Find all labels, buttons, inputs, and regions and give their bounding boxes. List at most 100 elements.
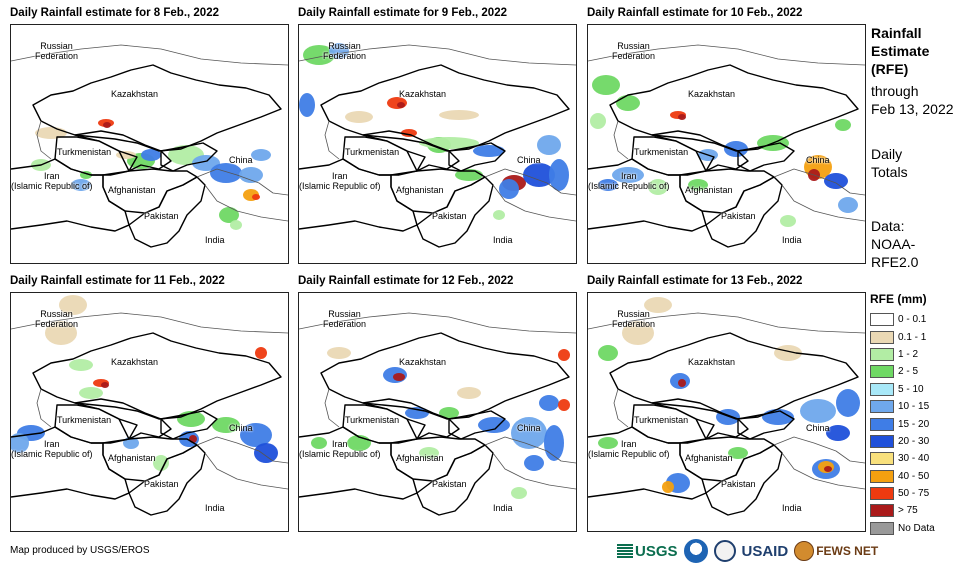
rainfall-map-svg [11, 295, 288, 516]
map-label-china: China [517, 423, 541, 433]
partner-logos: USGS USAID FEWS NET [617, 539, 878, 563]
rain-cell [678, 379, 686, 387]
map-label-turkmenistan: Turkmenistan [634, 147, 689, 157]
map-label-india: India [782, 503, 802, 513]
legend-swatch [870, 400, 894, 414]
map-label-turkmenistan: Turkmenistan [57, 147, 112, 157]
rain-cell [493, 210, 505, 220]
map-label-india: India [205, 235, 225, 245]
country-border [11, 44, 288, 66]
legend-label: 0 - 0.1 [898, 314, 927, 326]
country-border [484, 168, 576, 196]
map-label-russia: Russian Federation [323, 309, 367, 329]
map-label-china: China [229, 423, 253, 433]
usgs-logo-text: USGS [635, 542, 678, 560]
rainfall-map-panel: Russian Federation Kazakhstan Turkmenistan I… [10, 24, 289, 264]
rain-cell [457, 387, 481, 399]
rain-cell [644, 297, 672, 313]
legend-swatch [870, 365, 894, 379]
map-label-afghanistan: Afghanistan [396, 453, 444, 463]
country-border [128, 444, 206, 516]
rain-cell [393, 373, 405, 381]
legend-label: > 75 [898, 505, 918, 517]
legend-label: 1 - 2 [898, 348, 919, 360]
country-border [651, 398, 749, 440]
panel-title: Daily Rainfall estimate for 13 Feb., 202… [587, 275, 803, 287]
map-label-afghanistan: Afghanistan [108, 453, 156, 463]
rain-cell [230, 220, 242, 230]
rainfall-map-svg [11, 44, 288, 248]
map-label-india: India [493, 503, 513, 513]
rain-cell [69, 359, 93, 371]
rain-cell [251, 149, 271, 161]
legend-swatch [870, 434, 894, 448]
country-border [588, 158, 707, 232]
legend-swatch [870, 452, 894, 466]
rain-cell [836, 389, 860, 417]
country-border [11, 426, 130, 500]
rain-cell [153, 455, 169, 471]
legend: 0 - 0.1 0.1 - 1 1 - 2 2 - 5 5 - 10 10 - 15 15 … [870, 311, 935, 537]
legend-label: 50 - 75 [898, 488, 930, 500]
country-border [448, 142, 506, 172]
rain-cell [439, 407, 459, 419]
legend-label: No Data [898, 522, 935, 534]
panel-title: Daily Rainfall estimate for 12 Feb., 202… [298, 275, 514, 287]
rfe-data-source: Data: NOAA- RFE2.0 [871, 217, 918, 271]
map-label-kazakhstan: Kazakhstan [688, 357, 736, 367]
country-border [588, 44, 865, 66]
rainfall-map-panel: Russian Federation Kazakhstan Turkmenistan I… [298, 24, 577, 264]
map-label-china: China [229, 155, 253, 165]
rain-cell [824, 173, 848, 189]
fews-net-logo: FEWS NET [794, 541, 878, 561]
country-border [781, 452, 865, 490]
state-dept-seal-icon [713, 540, 736, 562]
legend-swatch [870, 417, 894, 431]
legend-item: 2 - 5 [870, 363, 935, 380]
map-label-pakistan: Pakistan [432, 479, 467, 489]
country-border [651, 130, 749, 172]
map-label-kazakhstan: Kazakhstan [399, 89, 447, 99]
rainfall-map-svg [588, 297, 865, 516]
country-border [362, 398, 460, 440]
country-border [588, 312, 865, 334]
rainfall-map-svg [588, 44, 865, 248]
country-border [484, 436, 576, 464]
map-label-iran: Iran (Islamic Republic of) [11, 439, 93, 459]
rfe-title-line1: Rainfall [871, 25, 922, 41]
rain-cell [622, 321, 654, 345]
rainfall-map-panel: Russian Federation Kazakhstan Turkmenistan I… [298, 292, 577, 532]
country-border [613, 388, 629, 428]
country-border [299, 312, 576, 334]
rain-cell [45, 321, 77, 345]
map-label-turkmenistan: Turkmenistan [57, 415, 112, 425]
country-border [737, 410, 795, 440]
legend-label: 20 - 30 [898, 435, 930, 447]
rain-cell [103, 122, 111, 128]
rain-cell [662, 481, 674, 493]
country-border [74, 130, 172, 172]
rain-cell [439, 110, 479, 120]
legend-label: 2 - 5 [898, 366, 919, 378]
legend-item: 50 - 75 [870, 485, 935, 502]
map-label-iran: Iran (Islamic Republic of) [11, 171, 93, 191]
country-border [588, 426, 707, 500]
map-label-china: China [806, 155, 830, 165]
legend-item: 1 - 2 [870, 346, 935, 363]
country-border [160, 410, 218, 440]
fews-net-logo-text: FEWS NET [816, 544, 879, 558]
legend-label: 30 - 40 [898, 453, 930, 465]
rain-cell [537, 135, 561, 155]
map-label-russia: Russian Federation [323, 41, 367, 61]
country-border [299, 426, 418, 500]
map-label-turkmenistan: Turkmenistan [345, 147, 400, 157]
rain-cell [419, 447, 439, 459]
country-border [320, 64, 570, 152]
legend-item: 0 - 0.1 [870, 311, 935, 328]
panel-title: Daily Rainfall estimate for 8 Feb., 2022 [10, 7, 219, 19]
rain-cell [835, 119, 851, 131]
country-border [773, 168, 865, 196]
rain-cell [11, 433, 29, 453]
country-border [36, 120, 52, 160]
legend-title: RFE (mm) [870, 292, 927, 306]
